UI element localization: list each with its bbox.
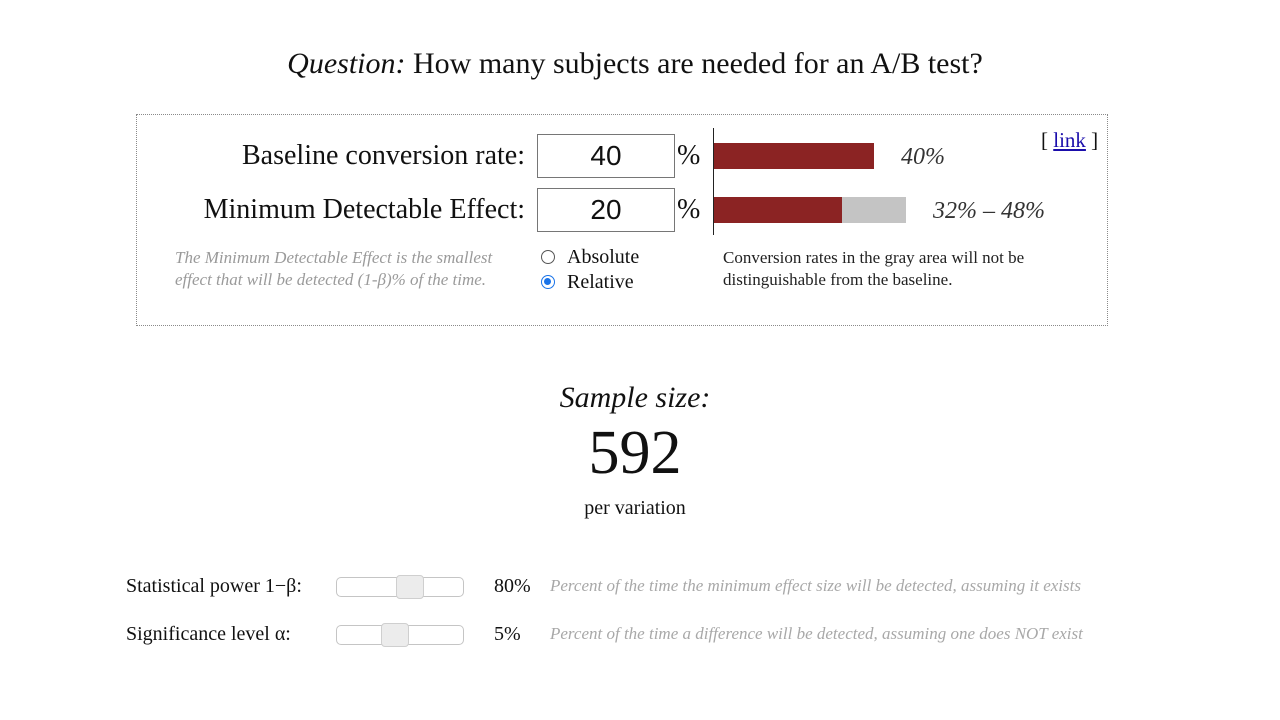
link-wrapper: [ link ] (1041, 127, 1098, 153)
mde-input[interactable] (537, 188, 675, 232)
mde-bar-label: 32% – 48% (933, 198, 1045, 224)
significance-value: 5% (494, 623, 521, 645)
radio-absolute-label: Absolute (567, 246, 640, 268)
gray-area-help-text: Conversion rates in the gray area will n… (723, 248, 1025, 289)
sample-size-unit: per variation (584, 497, 686, 519)
radio-absolute-circle[interactable] (541, 250, 555, 264)
question-heading: Question: How many subjects are needed f… (0, 44, 1270, 84)
significance-label: Significance level α: (126, 623, 291, 645)
baseline-unit: % (677, 140, 701, 171)
baseline-label: Baseline conversion rate: (241, 140, 525, 171)
radio-relative[interactable]: Relative (541, 270, 634, 294)
radio-relative-circle[interactable] (541, 275, 555, 289)
significance-slider-handle[interactable] (380, 623, 409, 647)
power-slider[interactable] (336, 575, 464, 599)
radio-relative-label: Relative (567, 271, 634, 293)
bar-axis-line (713, 128, 714, 235)
significance-slider[interactable] (336, 623, 464, 647)
power-help: Percent of the time the minimum effect s… (550, 576, 1081, 595)
sample-size-value: 592 (588, 419, 682, 487)
link-bracket-close: ] (1085, 128, 1099, 152)
significance-help: Percent of the time a difference will be… (550, 624, 1083, 643)
mde-label: Minimum Detectable Effect: (203, 194, 525, 225)
question-text: How many subjects are needed for an A/B … (413, 47, 983, 80)
mde-help-text: The Minimum Detectable Effect is the sma… (175, 248, 493, 289)
power-value: 80% (494, 575, 531, 597)
baseline-bar (714, 143, 874, 169)
power-slider-handle[interactable] (395, 575, 424, 599)
question-prefix: Question: (287, 47, 406, 80)
baseline-input[interactable] (537, 134, 675, 178)
mde-bar-gray-area (842, 197, 906, 223)
link-bracket-open: [ (1041, 128, 1054, 152)
permalink-link[interactable]: link (1053, 128, 1086, 152)
power-label: Statistical power 1−β: (126, 575, 302, 597)
sample-size-title: Sample size: (559, 381, 711, 414)
baseline-bar-label: 40% (901, 144, 945, 170)
radio-absolute[interactable]: Absolute (541, 245, 639, 269)
mde-bar-low (714, 197, 842, 223)
mde-unit: % (677, 194, 701, 225)
input-panel: Baseline conversion rate: % Minimum Dete… (136, 114, 1108, 326)
